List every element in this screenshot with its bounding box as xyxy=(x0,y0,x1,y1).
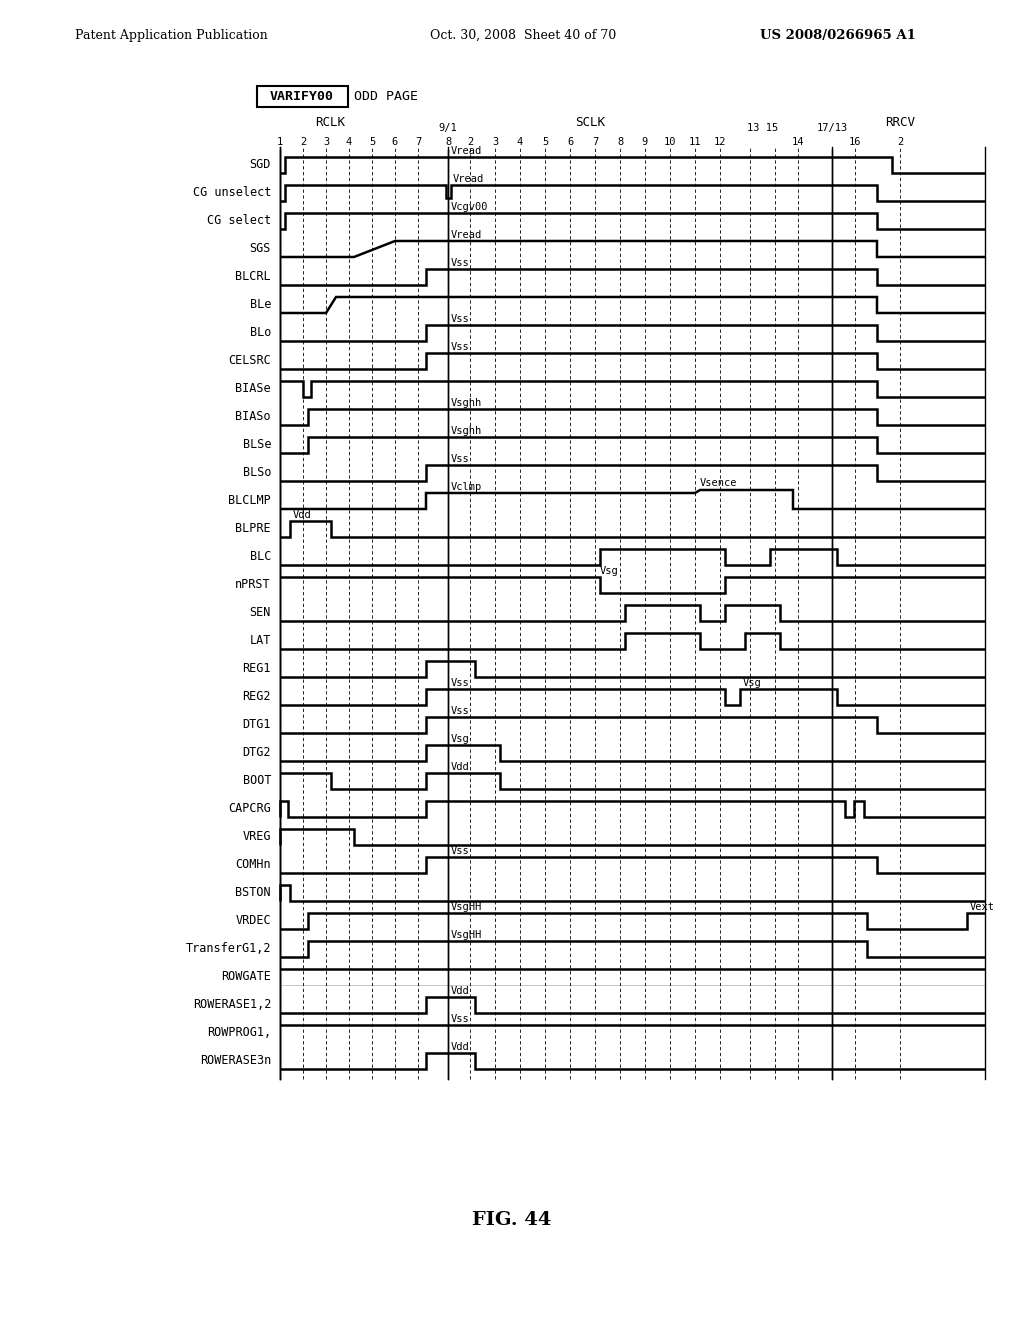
Text: VsgHH: VsgHH xyxy=(451,902,482,912)
Text: 6: 6 xyxy=(567,137,573,147)
Text: Vss: Vss xyxy=(451,1014,470,1024)
Text: 2: 2 xyxy=(467,137,473,147)
Text: US 2008/0266965 A1: US 2008/0266965 A1 xyxy=(760,29,915,41)
Text: 9/1: 9/1 xyxy=(438,123,458,133)
Text: CAPCRG: CAPCRG xyxy=(228,803,271,816)
Text: CG select: CG select xyxy=(207,214,271,227)
Text: 1: 1 xyxy=(276,137,283,147)
Text: FIG. 44: FIG. 44 xyxy=(472,1210,552,1229)
Text: REG1: REG1 xyxy=(243,663,271,676)
Text: 3: 3 xyxy=(323,137,329,147)
Text: SEN: SEN xyxy=(250,606,271,619)
Text: 7: 7 xyxy=(415,137,421,147)
Text: 10: 10 xyxy=(664,137,676,147)
Text: Vcgv00: Vcgv00 xyxy=(451,202,488,213)
Text: 13 15: 13 15 xyxy=(746,123,778,133)
Text: Vread: Vread xyxy=(451,230,482,240)
Text: DTG1: DTG1 xyxy=(243,718,271,731)
Text: BLCRL: BLCRL xyxy=(236,271,271,284)
Text: ROWERASE3n: ROWERASE3n xyxy=(200,1055,271,1068)
Text: Vsghh: Vsghh xyxy=(451,399,482,408)
Text: LAT: LAT xyxy=(250,635,271,648)
Text: Vdd: Vdd xyxy=(451,986,470,997)
Text: RRCV: RRCV xyxy=(885,116,915,128)
Text: nPRST: nPRST xyxy=(236,578,271,591)
Text: 2: 2 xyxy=(300,137,306,147)
Text: Vdd: Vdd xyxy=(451,762,470,772)
Text: BSTON: BSTON xyxy=(236,887,271,899)
Text: Vread: Vread xyxy=(451,147,482,156)
Text: BLo: BLo xyxy=(250,326,271,339)
Text: SCLK: SCLK xyxy=(575,116,605,128)
Text: Oct. 30, 2008  Sheet 40 of 70: Oct. 30, 2008 Sheet 40 of 70 xyxy=(430,29,616,41)
Text: BLCLMP: BLCLMP xyxy=(228,495,271,507)
Text: BIASe: BIASe xyxy=(236,383,271,396)
Text: CG unselect: CG unselect xyxy=(193,186,271,199)
Text: VARIFY00: VARIFY00 xyxy=(270,90,334,103)
Text: 3: 3 xyxy=(492,137,498,147)
Text: Vdd: Vdd xyxy=(293,510,311,520)
Text: 7: 7 xyxy=(592,137,598,147)
Text: ROWPROG1,: ROWPROG1, xyxy=(207,1027,271,1040)
Text: 5: 5 xyxy=(542,137,548,147)
Text: 14: 14 xyxy=(792,137,804,147)
Text: Vsg: Vsg xyxy=(451,734,470,744)
Text: ODD PAGE: ODD PAGE xyxy=(354,90,418,103)
Text: 9: 9 xyxy=(642,137,648,147)
Text: 11: 11 xyxy=(689,137,701,147)
Text: 2: 2 xyxy=(897,137,903,147)
Text: BIASo: BIASo xyxy=(236,411,271,424)
Text: Vss: Vss xyxy=(451,342,470,352)
Text: CELSRC: CELSRC xyxy=(228,355,271,367)
Text: Vss: Vss xyxy=(451,454,470,465)
Text: COMHn: COMHn xyxy=(236,858,271,871)
Text: Vss: Vss xyxy=(451,846,470,855)
Text: 4: 4 xyxy=(517,137,523,147)
Text: 8: 8 xyxy=(444,137,452,147)
Text: Vsence: Vsence xyxy=(700,478,737,488)
Text: BLSe: BLSe xyxy=(243,438,271,451)
Text: ROWGATE: ROWGATE xyxy=(221,970,271,983)
Text: Vread: Vread xyxy=(453,174,484,183)
Text: Vss: Vss xyxy=(451,257,470,268)
Text: Vss: Vss xyxy=(451,706,470,715)
Text: SGD: SGD xyxy=(250,158,271,172)
Text: 8: 8 xyxy=(616,137,624,147)
Text: DTG2: DTG2 xyxy=(243,747,271,759)
Text: Vext: Vext xyxy=(970,902,995,912)
Text: VsgHH: VsgHH xyxy=(451,931,482,940)
Text: REG2: REG2 xyxy=(243,690,271,704)
Text: 5: 5 xyxy=(369,137,375,147)
Text: 16: 16 xyxy=(849,137,861,147)
Text: TransferG1,2: TransferG1,2 xyxy=(185,942,271,956)
Text: BLC: BLC xyxy=(250,550,271,564)
Text: VRDEC: VRDEC xyxy=(236,915,271,928)
Text: Vsghh: Vsghh xyxy=(451,426,482,436)
Text: ROWERASE1,2: ROWERASE1,2 xyxy=(193,998,271,1011)
Text: BOOT: BOOT xyxy=(243,775,271,788)
Text: SGS: SGS xyxy=(250,243,271,256)
Text: BLSo: BLSo xyxy=(243,466,271,479)
Text: RCLK: RCLK xyxy=(315,116,345,128)
Text: BLe: BLe xyxy=(250,298,271,312)
Text: Vdd: Vdd xyxy=(451,1041,470,1052)
Text: 4: 4 xyxy=(346,137,352,147)
Text: 17/13: 17/13 xyxy=(816,123,848,133)
FancyBboxPatch shape xyxy=(256,86,347,107)
Text: BLPRE: BLPRE xyxy=(236,523,271,536)
Text: 12: 12 xyxy=(714,137,726,147)
Text: Vsg: Vsg xyxy=(743,678,762,688)
Text: 6: 6 xyxy=(392,137,398,147)
Text: VREG: VREG xyxy=(243,830,271,843)
Text: Vclmp: Vclmp xyxy=(451,482,482,492)
Text: Vss: Vss xyxy=(451,678,470,688)
Text: Patent Application Publication: Patent Application Publication xyxy=(75,29,267,41)
Text: Vss: Vss xyxy=(451,314,470,323)
Text: Vsg: Vsg xyxy=(600,566,618,576)
